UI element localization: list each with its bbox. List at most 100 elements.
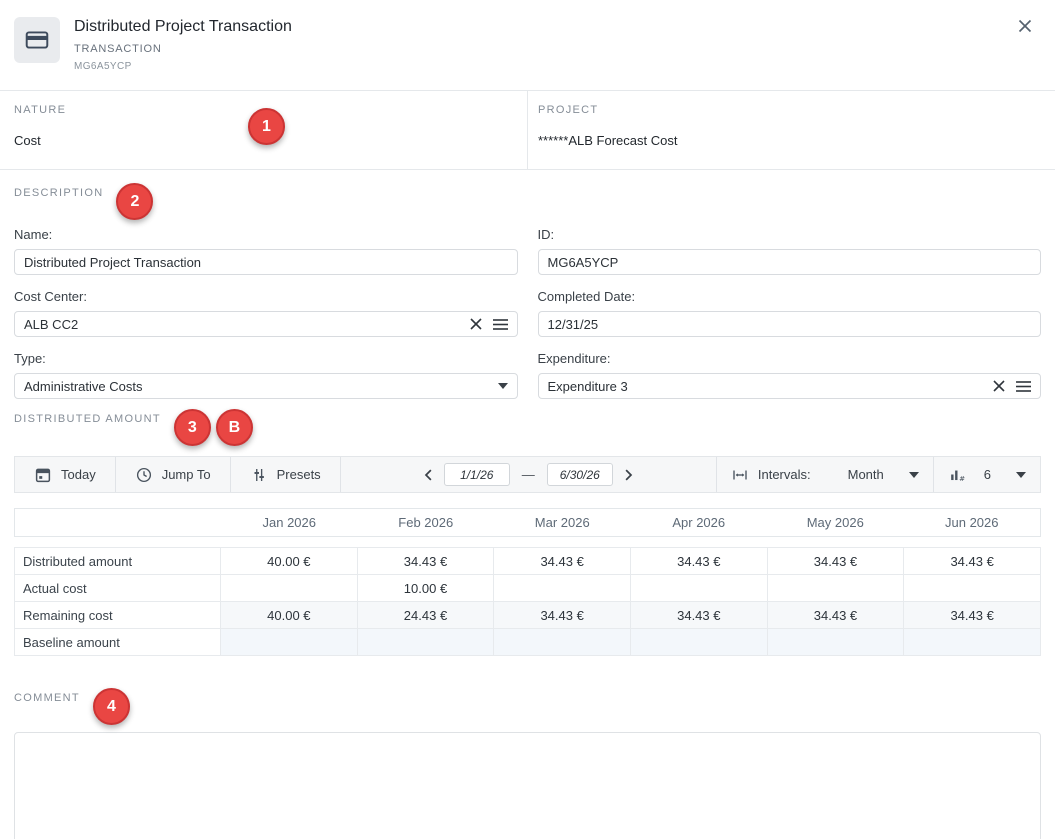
row-label: Remaining cost xyxy=(14,601,221,629)
toolbar-divider xyxy=(932,457,934,492)
table-row-baseline-amount: Baseline amount xyxy=(14,628,1041,656)
type-field: Type: Administrative Costs xyxy=(14,351,518,399)
amount-cell[interactable]: 34.43 € xyxy=(766,601,905,629)
description-form: Name: ID: Cost Center: xyxy=(14,227,1041,399)
id-input[interactable] xyxy=(547,254,1031,270)
amount-cell[interactable]: 40.00 € xyxy=(220,601,358,629)
completed-date-label: Completed Date: xyxy=(537,289,636,304)
month-header: Jan 2026 xyxy=(262,515,317,530)
chevron-down-icon xyxy=(908,471,919,478)
interval-width-icon xyxy=(733,470,747,479)
dialog-header: Distributed Project Transaction TRANSACT… xyxy=(0,0,1055,90)
intervals-value: Month xyxy=(847,467,884,482)
amount-cell[interactable]: 34.43 € xyxy=(493,601,631,629)
annotation-badge-1: 1 xyxy=(248,108,285,145)
table-row-distributed-amount: Distributed amount 40.00 € 34.43 € 34.43… xyxy=(14,547,1041,575)
project-value: ******ALB Forecast Cost xyxy=(538,133,678,148)
interval-count-icon: # xyxy=(950,470,965,483)
amount-cell[interactable]: 34.43 € xyxy=(766,547,905,575)
amount-cell[interactable] xyxy=(903,628,1041,656)
amount-cell[interactable]: 24.43 € xyxy=(356,601,495,629)
amount-cell[interactable]: 34.43 € xyxy=(629,547,768,575)
amount-cell[interactable]: 34.43 € xyxy=(629,601,768,629)
id-field: ID: xyxy=(537,227,1041,275)
range-start-input[interactable] xyxy=(443,463,510,486)
row-label: Actual cost xyxy=(14,574,221,602)
jump-to-button[interactable]: Jump To xyxy=(116,457,230,492)
intervals-label: Intervals: xyxy=(757,467,811,482)
clock-icon xyxy=(136,467,151,482)
toolbar-divider xyxy=(339,457,341,492)
project-label: PROJECT xyxy=(538,104,599,116)
close-icon xyxy=(1018,19,1032,33)
clear-icon[interactable] xyxy=(469,317,483,331)
chevron-down-icon xyxy=(1016,471,1026,478)
timeline-toolbar: Today Jump To Presets xyxy=(14,456,1041,493)
table-row-remaining-cost: Remaining cost 40.00 € 24.43 € 34.43 € 3… xyxy=(14,601,1041,629)
range-end-input[interactable] xyxy=(546,463,613,486)
amount-cell[interactable]: 34.43 € xyxy=(903,547,1041,575)
prev-range-button[interactable] xyxy=(414,466,444,484)
clear-icon[interactable] xyxy=(992,379,1006,393)
description-section-header: DESCRIPTION 2 xyxy=(14,183,1041,220)
amount-cell[interactable] xyxy=(220,574,358,602)
type-value: Administrative Costs xyxy=(24,378,143,394)
presets-button[interactable]: Presets xyxy=(231,457,340,492)
amount-cell[interactable] xyxy=(493,628,631,656)
type-label: Type: xyxy=(14,351,46,366)
lookup-menu-icon[interactable] xyxy=(492,318,508,331)
nature-label: NATURE xyxy=(14,104,67,116)
lookup-menu-icon[interactable] xyxy=(1016,380,1031,393)
amount-cell[interactable]: 10.00 € xyxy=(356,574,495,602)
annotation-badge-4: 4 xyxy=(92,688,130,725)
amount-cell[interactable] xyxy=(903,574,1041,602)
amount-cell[interactable] xyxy=(493,574,631,602)
month-header: Jun 2026 xyxy=(945,515,999,530)
cost-center-input[interactable] xyxy=(24,316,459,332)
annotation-badge-3: 3 xyxy=(173,409,211,446)
amount-cell[interactable] xyxy=(629,628,768,656)
interval-count-dropdown[interactable]: # 6 xyxy=(934,457,1040,492)
nature-value: Cost xyxy=(14,133,41,148)
amount-cell[interactable] xyxy=(629,574,768,602)
month-header: Mar 2026 xyxy=(534,515,590,530)
chevron-down-icon[interactable] xyxy=(497,383,508,389)
type-select[interactable]: Administrative Costs xyxy=(14,373,518,399)
amount-cell[interactable]: 34.43 € xyxy=(903,601,1041,629)
amount-cell[interactable] xyxy=(356,628,495,656)
distributed-amount-section-header: DISTRIBUTED AMOUNT 3 B xyxy=(14,409,1041,446)
amount-cell[interactable]: 40.00 € xyxy=(220,547,358,575)
expenditure-field: Expenditure: xyxy=(537,351,1041,399)
expenditure-input[interactable] xyxy=(547,378,982,394)
name-input[interactable] xyxy=(24,254,508,270)
toolbar-divider xyxy=(715,457,717,492)
cost-center-label: Cost Center: xyxy=(14,289,87,304)
amount-cell[interactable]: 34.43 € xyxy=(493,547,631,575)
transaction-card-icon xyxy=(14,17,60,63)
id-label: ID: xyxy=(537,227,555,242)
row-label: Distributed amount xyxy=(14,547,221,575)
close-button[interactable] xyxy=(1015,16,1035,36)
amount-cell[interactable] xyxy=(766,628,905,656)
sliders-icon xyxy=(254,468,264,481)
comment-section-header: COMMENT 4 xyxy=(14,688,1041,725)
amount-cell[interactable] xyxy=(220,628,358,656)
record-type-label: TRANSACTION xyxy=(74,43,162,55)
summary-strip: NATURE Cost 1 PROJECT ******ALB Forecast… xyxy=(0,90,1055,170)
amount-cell[interactable] xyxy=(766,574,905,602)
table-row-actual-cost: Actual cost 10.00 € xyxy=(14,574,1041,602)
next-range-button[interactable] xyxy=(613,466,643,484)
amount-cell[interactable]: 34.43 € xyxy=(356,547,495,575)
date-range-nav: — xyxy=(414,457,643,492)
today-button[interactable]: Today xyxy=(15,457,115,492)
month-header: May 2026 xyxy=(806,515,864,530)
description-title: DESCRIPTION xyxy=(14,187,104,199)
presets-label: Presets xyxy=(276,467,321,482)
intervals-dropdown[interactable]: Intervals: Month xyxy=(717,457,933,492)
distributed-amount-title: DISTRIBUTED AMOUNT xyxy=(14,413,161,425)
completed-date-input[interactable] xyxy=(547,316,1031,332)
chevron-left-icon xyxy=(424,469,432,480)
comment-textarea[interactable] xyxy=(14,732,1041,839)
distributed-amount-table: Distributed amount 40.00 € 34.43 € 34.43… xyxy=(14,547,1041,656)
